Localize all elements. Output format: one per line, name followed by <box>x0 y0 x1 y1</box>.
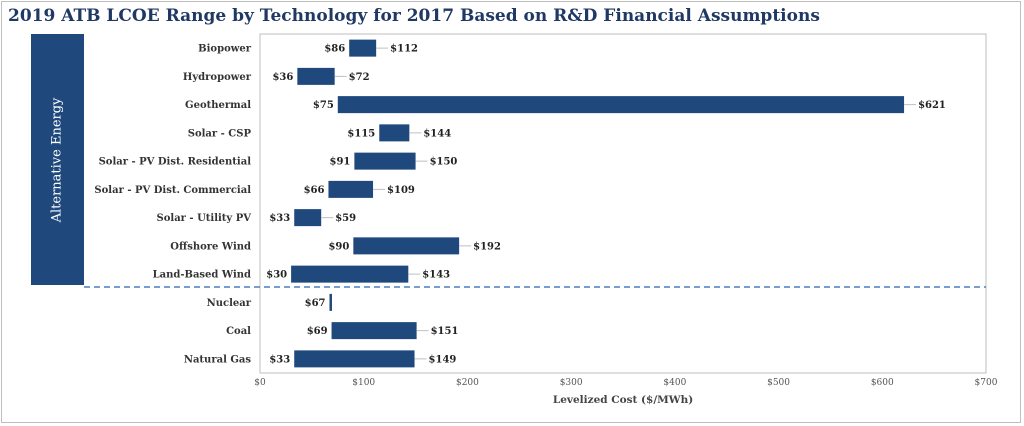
bar-biopower <box>349 39 377 57</box>
x-axis-ticks: $0 $100 $200 $300 $400 $500 $600 $700 <box>254 378 997 388</box>
x-tick-label: $200 <box>456 378 479 388</box>
low-label-offshore-wind: $90 <box>328 241 349 252</box>
x-tick-label: $700 <box>975 378 998 388</box>
bar-natural-gas <box>294 350 415 368</box>
low-label-solar-pv-dist-commercial: $66 <box>304 185 325 196</box>
x-tick-label: $400 <box>663 378 686 388</box>
category-labels: Biopower Hydropower Geothermal Solar - CSP S… <box>94 44 251 366</box>
category-label-solar-csp: Solar - CSP <box>188 128 252 139</box>
high-label-offshore-wind: $192 <box>473 241 501 252</box>
category-label-solar-pv-dist-commercial: Solar - PV Dist. Commercial <box>94 185 251 196</box>
high-label-solar-utility-pv: $59 <box>335 213 356 224</box>
category-label-hydropower: Hydropower <box>183 72 252 83</box>
low-label-biopower: $86 <box>324 44 345 55</box>
low-label-solar-utility-pv: $33 <box>269 213 290 224</box>
x-tick-label: $300 <box>560 378 583 388</box>
high-label-coal: $151 <box>431 326 459 337</box>
category-label-natural-gas: Natural Gas <box>184 354 252 365</box>
low-label-solar-pv-dist-residential: $91 <box>330 157 351 168</box>
labels-layer: $86 $112 $36 $72 $75 $621 $115 $144 $91 $150 $66 $1… <box>266 44 946 366</box>
low-label-land-based-wind: $30 <box>266 270 287 281</box>
chart-title: 2019 ATB LCOE Range by Technology for 20… <box>8 6 820 26</box>
plot-area <box>259 33 987 374</box>
x-tick-label: $0 <box>254 378 266 388</box>
category-label-offshore-wind: Offshore Wind <box>170 241 251 252</box>
bar-geothermal <box>337 96 905 114</box>
x-tick-label: $500 <box>767 378 790 388</box>
bar-offshore-wind <box>353 237 460 255</box>
x-tick-label: $100 <box>352 378 375 388</box>
low-label-natural-gas: $33 <box>269 354 290 365</box>
category-label-geothermal: Geothermal <box>185 100 251 111</box>
low-label-nuclear: $67 <box>305 298 326 309</box>
high-label-natural-gas: $149 <box>429 354 457 365</box>
category-label-biopower: Biopower <box>198 44 252 55</box>
high-label-solar-csp: $144 <box>423 128 451 139</box>
high-label-biopower: $112 <box>390 44 418 55</box>
bar-coal <box>331 322 417 340</box>
bar-hydropower <box>297 67 335 85</box>
high-label-solar-pv-dist-residential: $150 <box>430 157 458 168</box>
high-label-land-based-wind: $143 <box>422 270 450 281</box>
bar-land-based-wind <box>291 265 409 283</box>
high-label-geothermal: $621 <box>918 100 946 111</box>
category-label-solar-pv-dist-residential: Solar - PV Dist. Residential <box>99 157 252 168</box>
low-label-hydropower: $36 <box>272 72 293 83</box>
high-label-hydropower: $72 <box>349 72 370 83</box>
low-label-solar-csp: $115 <box>347 128 375 139</box>
high-label-solar-pv-dist-commercial: $109 <box>387 185 415 196</box>
group-band <box>31 34 84 285</box>
bar-solar-csp <box>379 124 410 142</box>
bar-solar-utility-pv <box>294 209 322 227</box>
x-axis-label: Levelized Cost ($/MWh) <box>553 394 693 406</box>
bars-layer <box>291 39 905 368</box>
x-tick-label: $600 <box>871 378 894 388</box>
category-label-nuclear: Nuclear <box>207 298 252 309</box>
category-label-coal: Coal <box>226 326 251 337</box>
bar-solar-pv-dist-commercial <box>328 180 374 198</box>
bar-solar-pv-dist-residential <box>354 152 416 170</box>
category-label-land-based-wind: Land-Based Wind <box>153 270 251 281</box>
low-label-geothermal: $75 <box>313 100 334 111</box>
bar-nuclear <box>329 293 332 311</box>
category-label-solar-utility-pv: Solar - Utility PV <box>157 213 252 224</box>
low-label-coal: $69 <box>307 326 328 337</box>
